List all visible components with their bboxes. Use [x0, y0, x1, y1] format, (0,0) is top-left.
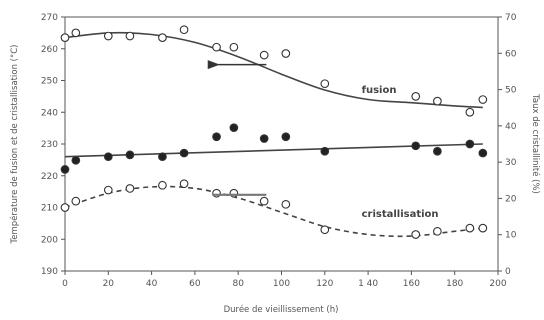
y-left-tick-label: 200: [41, 235, 58, 245]
y-right-tick-label: 50: [505, 86, 517, 96]
data-point-fusion: [71, 28, 81, 38]
data-point-fusion: [320, 79, 330, 89]
y-right-tick-label: 10: [505, 231, 517, 241]
x-tick-label: 40: [146, 279, 158, 289]
data-point-series-3: [179, 148, 189, 158]
data-point-series-3: [212, 132, 221, 142]
ticks: 0 20 40 60 80 100 120 1 40 160 180 200190200210220…: [41, 13, 517, 289]
data-point-series-3: [125, 150, 135, 160]
data-point-fusion: [281, 49, 291, 58]
y-left-tick-label: 210: [41, 204, 58, 214]
data-point-fusion: [465, 107, 475, 117]
data-point-series-3: [281, 132, 291, 142]
data-point-fusion: [478, 95, 488, 104]
y-left-tick-label: 250: [41, 77, 58, 87]
annotation-label: fusion: [362, 85, 397, 96]
data-point-fusion: [212, 42, 221, 52]
data-point-series-3: [478, 148, 488, 158]
data-point-series-3: [158, 152, 167, 162]
y-right-tick-label: 40: [505, 122, 517, 132]
data-point-series-3: [60, 165, 70, 174]
x-tick-label: 0: [62, 279, 68, 289]
y-right-tick-label: 20: [505, 194, 517, 204]
x-tick-label: 20: [103, 279, 115, 289]
data-point-cristallisation: [125, 184, 135, 193]
data-point-fusion: [103, 31, 113, 41]
data-points: [60, 25, 488, 239]
data-point-series-3: [411, 141, 421, 151]
data-point-cristallisation: [103, 185, 113, 195]
data-point-series-3: [71, 155, 81, 165]
y-right-axis-title: Taux de cristallinité (%): [530, 93, 541, 194]
data-point-series-3: [465, 139, 475, 149]
data-point-cristallisation: [60, 203, 70, 212]
trend-line-cristallisation: [64, 185, 483, 238]
data-point-series-3: [229, 123, 239, 133]
data-point-series-3: [259, 134, 269, 143]
data-point-fusion: [229, 42, 239, 52]
data-point-series-3: [433, 146, 442, 156]
y-right-tick-label: 30: [505, 158, 517, 168]
y-left-tick-label: 190: [41, 267, 58, 277]
x-tick-label: 160: [403, 279, 420, 289]
x-tick-label: 1 40: [358, 279, 378, 289]
x-tick-label: 80: [232, 279, 244, 289]
x-tick-label: 60: [189, 279, 201, 289]
data-point-fusion: [158, 33, 167, 42]
y-left-axis-title: Température de fusion et de cristallisat…: [9, 45, 20, 245]
data-point-cristallisation: [179, 179, 189, 189]
annotations: fusion cristallisation: [207, 60, 439, 220]
y-left-tick-label: 270: [41, 13, 58, 23]
y-right-tick-label: 0: [505, 267, 511, 277]
data-point-cristallisation: [465, 223, 475, 233]
data-point-cristallisation: [158, 180, 167, 190]
x-tick-label: 100: [273, 279, 290, 289]
y-left-tick-label: 230: [41, 140, 58, 150]
data-point-fusion: [259, 50, 269, 60]
annotation-label: cristallisation: [362, 209, 439, 220]
data-point-fusion: [433, 96, 442, 106]
y-left-tick-label: 240: [41, 108, 58, 118]
data-point-cristallisation: [433, 226, 442, 236]
y-left-tick-label: 220: [41, 172, 58, 182]
data-point-cristallisation: [259, 196, 269, 206]
y-right-tick-label: 70: [505, 13, 517, 23]
x-tick-label: 120: [316, 279, 333, 289]
data-point-fusion: [411, 92, 421, 101]
data-point-series-3: [103, 152, 113, 162]
data-point-fusion: [60, 33, 70, 42]
x-tick-label: 200: [489, 279, 506, 289]
x-axis-title: Durée de vieillissement (h): [224, 304, 339, 315]
data-point-series-3: [320, 146, 330, 156]
y-left-tick-label: 260: [41, 45, 58, 55]
data-point-fusion: [179, 25, 189, 35]
data-point-fusion: [125, 31, 135, 41]
data-point-cristallisation: [411, 230, 421, 239]
x-tick-label: 180: [446, 279, 463, 289]
data-point-cristallisation: [320, 225, 330, 235]
data-point-cristallisation: [478, 223, 488, 233]
trend-line-fusion: [64, 31, 483, 109]
data-point-cristallisation: [71, 196, 81, 206]
y-right-tick-label: 60: [505, 49, 517, 59]
plot-area: [65, 17, 498, 271]
data-point-cristallisation: [281, 199, 291, 209]
